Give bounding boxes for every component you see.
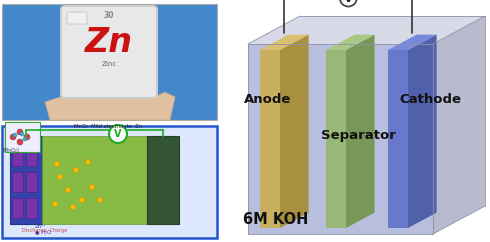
Circle shape <box>79 197 84 203</box>
Circle shape <box>23 137 27 141</box>
Text: V: V <box>344 0 353 5</box>
Circle shape <box>10 134 16 140</box>
Circle shape <box>57 174 63 180</box>
Circle shape <box>340 0 357 7</box>
FancyBboxPatch shape <box>61 6 157 98</box>
Polygon shape <box>248 16 485 44</box>
Circle shape <box>52 202 57 206</box>
Circle shape <box>20 132 24 136</box>
Polygon shape <box>433 16 485 234</box>
Bar <box>10 136 42 224</box>
Bar <box>5 122 40 152</box>
Text: Anode: Anode <box>245 93 292 106</box>
Polygon shape <box>260 35 309 50</box>
Polygon shape <box>326 35 374 50</box>
Text: 6M KOH: 6M KOH <box>244 212 309 227</box>
Bar <box>388 50 408 228</box>
Text: ● H₂O: ● H₂O <box>35 229 51 234</box>
Circle shape <box>109 125 127 143</box>
Circle shape <box>71 204 75 210</box>
Bar <box>248 44 433 234</box>
Circle shape <box>17 139 23 145</box>
Polygon shape <box>45 92 175 120</box>
Text: V: V <box>114 129 122 139</box>
Bar <box>26 146 37 166</box>
Bar <box>42 136 147 224</box>
Circle shape <box>98 197 102 203</box>
Polygon shape <box>388 35 437 50</box>
Text: 30: 30 <box>104 12 114 21</box>
Bar <box>26 198 37 218</box>
Polygon shape <box>408 35 437 228</box>
Text: Zn²⁺: Zn²⁺ <box>35 224 47 229</box>
Bar <box>12 198 23 218</box>
Polygon shape <box>280 35 309 228</box>
Text: Zn: Zn <box>85 25 133 59</box>
Bar <box>147 136 179 224</box>
Text: Discharge  Charge: Discharge Charge <box>23 228 68 233</box>
FancyBboxPatch shape <box>67 12 87 24</box>
Bar <box>2 126 217 238</box>
Polygon shape <box>346 35 374 228</box>
Bar <box>12 146 23 166</box>
Circle shape <box>17 129 23 135</box>
Circle shape <box>54 161 59 166</box>
Circle shape <box>85 159 91 165</box>
Circle shape <box>24 134 30 140</box>
Text: [MnO₂]: [MnO₂] <box>2 147 20 152</box>
Bar <box>2 4 217 120</box>
Text: Zinc: Zinc <box>101 61 117 67</box>
Text: Separator: Separator <box>320 129 395 142</box>
Circle shape <box>13 133 17 137</box>
Circle shape <box>90 184 95 189</box>
Bar <box>260 50 280 228</box>
Circle shape <box>74 167 78 173</box>
Text: MnO₂  Mild electrolyte  Zn: MnO₂ Mild electrolyte Zn <box>74 124 142 129</box>
Circle shape <box>66 188 71 192</box>
Bar <box>326 50 346 228</box>
Bar <box>26 172 37 192</box>
Text: Cathode: Cathode <box>399 93 461 106</box>
Bar <box>12 172 23 192</box>
